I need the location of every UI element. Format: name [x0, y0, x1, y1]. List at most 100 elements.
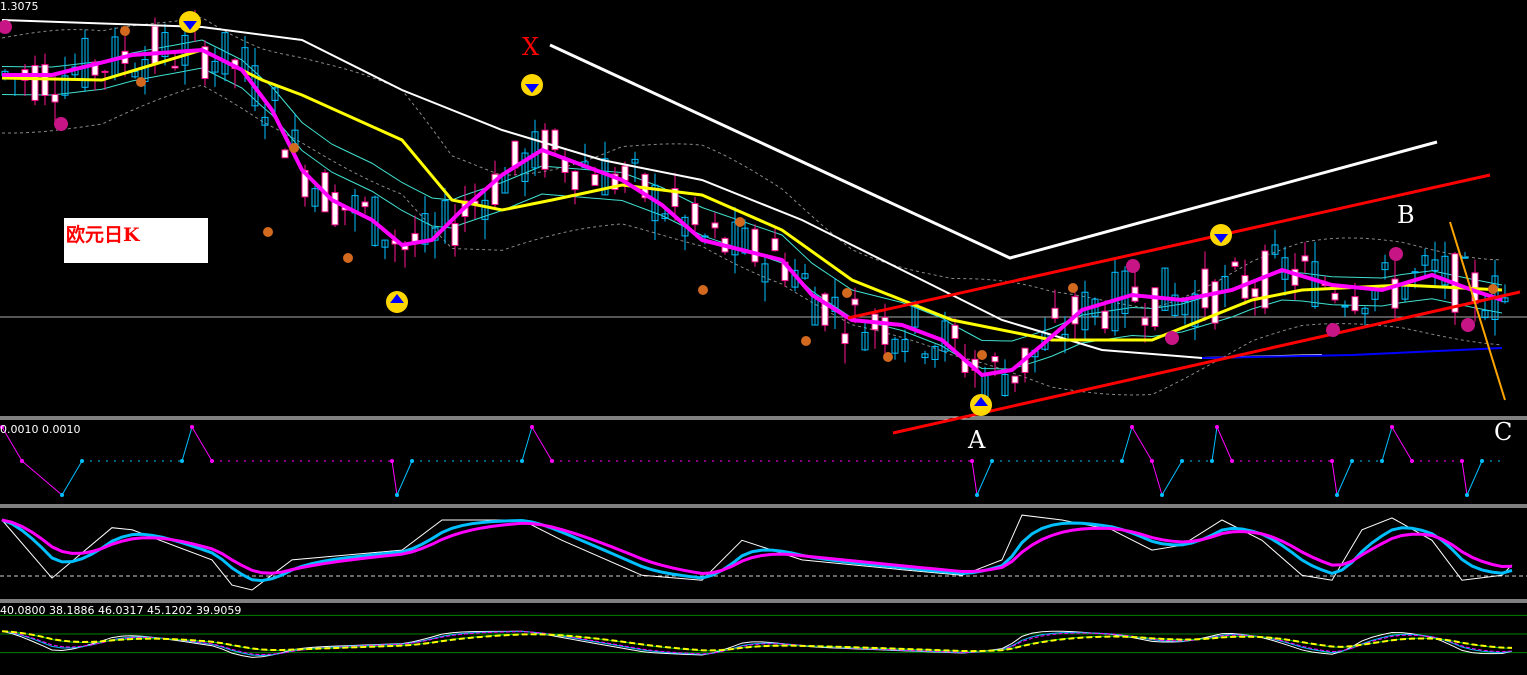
fractal-icon: [735, 217, 745, 227]
candle-body: [271, 87, 279, 101]
step-point: [80, 459, 84, 463]
candle-body: [521, 152, 529, 182]
fractal-icon: [801, 336, 811, 346]
candle-body: [1211, 281, 1219, 324]
candle-body: [261, 116, 269, 126]
candle-body: [1431, 259, 1439, 271]
step-segment: [1381, 426, 1393, 462]
step-point: [1480, 459, 1484, 463]
channel-upper-line: [847, 173, 1491, 320]
step-segment: [1131, 426, 1153, 462]
candle-body: [741, 227, 749, 254]
annotation-a: A: [968, 426, 986, 454]
trend-line-white: [549, 43, 1438, 260]
fractal-star-icon: [1165, 331, 1179, 345]
fractal-icon: [842, 288, 852, 298]
step-segment: [396, 460, 413, 496]
step-point: [1335, 493, 1339, 497]
candle-body: [421, 213, 429, 245]
candle-body: [891, 338, 899, 354]
fractal-icon: [120, 26, 130, 36]
symbol-label-box: 欧元日K: [64, 218, 208, 263]
step-point: [520, 459, 524, 463]
step-point: [1210, 459, 1214, 463]
candle-body: [1461, 256, 1469, 259]
step-point: [970, 459, 974, 463]
candle-body: [311, 188, 319, 207]
step-point: [1150, 459, 1154, 463]
step-point: [20, 459, 24, 463]
candle-body: [861, 331, 869, 351]
candle-body: [611, 173, 619, 191]
candle-body: [591, 173, 599, 186]
step-segment: [181, 426, 193, 462]
candle-body: [151, 25, 159, 65]
fractal-icon: [883, 352, 893, 362]
candle-body: [1481, 310, 1489, 319]
candle-body: [711, 222, 719, 229]
candle-body: [731, 221, 739, 256]
arrow-up-icon: [974, 397, 988, 406]
candle-body: [1361, 307, 1369, 315]
step-point: [210, 459, 214, 463]
step-point: [1330, 459, 1334, 463]
step-segment: [1216, 426, 1233, 462]
step-point: [1350, 459, 1354, 463]
candle-body: [1341, 305, 1349, 308]
candle-body: [101, 70, 109, 73]
step-point: [1460, 459, 1464, 463]
candle-body: [821, 293, 829, 326]
step-point: [1215, 425, 1219, 429]
candle-body: [671, 188, 679, 208]
step-point: [550, 459, 554, 463]
step-segment: [1151, 460, 1163, 496]
candle-body: [61, 75, 69, 96]
step-segment: [1, 426, 23, 462]
fan-line: [1449, 221, 1506, 401]
candle-body: [381, 239, 389, 248]
step-point: [1130, 425, 1134, 429]
candle-body: [881, 316, 889, 345]
candle-body: [1251, 288, 1259, 298]
candle-body: [161, 32, 169, 58]
fractal-icon: [1068, 283, 1078, 293]
channel-lower-line: [892, 290, 1521, 435]
candle-body: [701, 235, 709, 238]
candle-body: [201, 46, 209, 80]
step-point: [395, 493, 399, 497]
candle-body: [551, 129, 559, 151]
candle-body: [1101, 310, 1109, 330]
bollinger-upper: [1, 17, 1503, 309]
step-point: [1230, 459, 1234, 463]
step-segment: [21, 460, 63, 496]
fractal-star-icon: [0, 20, 12, 34]
candle-body: [81, 37, 89, 88]
candle-body: [221, 32, 229, 75]
candle-body: [1291, 268, 1299, 286]
candle-body: [851, 298, 859, 306]
step-point: [1160, 493, 1164, 497]
candle-body: [1191, 293, 1199, 327]
annotation-x: X: [522, 33, 540, 61]
candle-body: [51, 93, 59, 103]
step-segment: [1121, 426, 1133, 462]
candle-body: [1161, 267, 1169, 311]
fractal-icon: [343, 253, 353, 263]
fractal-star-icon: [1126, 259, 1140, 273]
step-point: [60, 493, 64, 497]
candle-body: [631, 158, 639, 164]
candle-body: [1171, 294, 1179, 316]
step-segment: [1461, 460, 1468, 496]
candle-body: [1231, 261, 1239, 267]
step-segment: [1336, 460, 1353, 496]
step-segment: [531, 426, 553, 462]
candle-body: [91, 61, 99, 76]
candle-body: [171, 65, 179, 69]
candle-body: [281, 149, 289, 159]
stoch-signal-line: [1, 518, 1513, 583]
step-point: [530, 425, 534, 429]
candle-body: [801, 273, 809, 279]
fractal-icon: [698, 285, 708, 295]
arrow-down-icon: [1214, 234, 1228, 243]
